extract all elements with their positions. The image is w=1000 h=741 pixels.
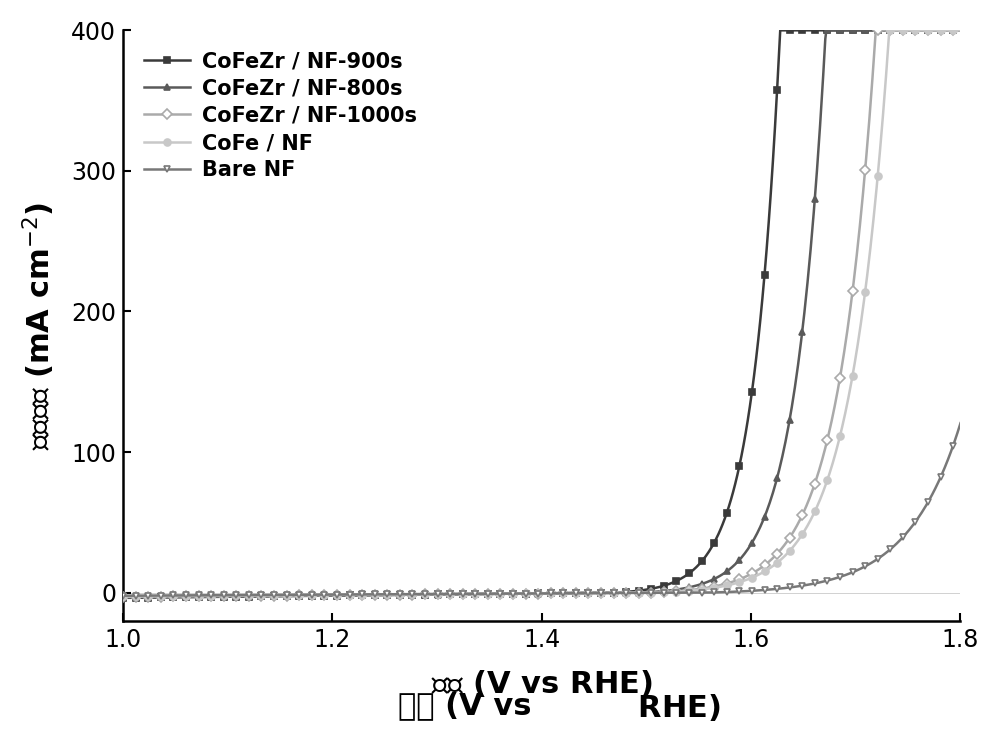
CoFeZr / NF-900s	[651, 583, 663, 592]
CoFeZr / NF-900s	[603, 588, 615, 597]
Text: $\mathbf{RHE}$): $\mathbf{RHE}$)	[542, 691, 721, 722]
CoFeZr / NF-900s	[774, 26, 786, 35]
CoFe / NF	[117, 592, 129, 601]
CoFeZr / NF-1000s	[603, 588, 615, 597]
CoFeZr / NF-900s	[625, 587, 637, 596]
CoFeZr / NF-1000s	[838, 348, 850, 356]
CoFeZr / NF-800s	[603, 588, 615, 597]
Bare NF	[752, 586, 764, 595]
CoFeZr / NF-900s	[839, 26, 851, 35]
CoFeZr / NF-800s	[169, 593, 181, 602]
Y-axis label: 电流密度 (mA cm$^{-2}$): 电流密度 (mA cm$^{-2}$)	[21, 202, 57, 450]
CoFe / NF	[625, 588, 637, 597]
CoFeZr / NF-900s	[752, 336, 764, 345]
CoFe / NF	[884, 26, 896, 35]
CoFeZr / NF-1000s	[625, 588, 637, 597]
Bare NF	[954, 419, 966, 428]
CoFe / NF	[954, 26, 966, 35]
Line: Bare NF: Bare NF	[120, 419, 964, 599]
Bare NF	[838, 571, 850, 580]
CoFeZr / NF-800s	[820, 26, 832, 35]
CoFeZr / NF-800s	[752, 527, 764, 536]
Bare NF	[117, 591, 129, 600]
Bare NF	[625, 588, 637, 597]
Line: CoFe / NF: CoFe / NF	[120, 27, 964, 599]
CoFe / NF	[169, 591, 181, 600]
CoFeZr / NF-800s	[651, 587, 663, 596]
Line: CoFeZr / NF-900s: CoFeZr / NF-900s	[120, 27, 964, 602]
X-axis label: 电位 (V vs $\mathbf{RHE}$): 电位 (V vs $\mathbf{RHE}$)	[431, 668, 653, 700]
Line: CoFeZr / NF-800s: CoFeZr / NF-800s	[120, 27, 964, 601]
CoFeZr / NF-1000s	[169, 592, 181, 601]
Line: CoFeZr / NF-1000s: CoFeZr / NF-1000s	[120, 27, 964, 600]
CoFeZr / NF-900s	[954, 26, 966, 35]
CoFeZr / NF-1000s	[871, 26, 883, 35]
CoFeZr / NF-1000s	[651, 588, 663, 597]
CoFe / NF	[752, 571, 764, 579]
Legend: CoFeZr / NF-900s, CoFeZr / NF-800s, CoFeZr / NF-1000s, CoFe / NF, Bare NF: CoFeZr / NF-900s, CoFeZr / NF-800s, CoFe…	[134, 41, 428, 190]
CoFeZr / NF-800s	[954, 26, 966, 35]
CoFeZr / NF-800s	[839, 26, 851, 35]
CoFeZr / NF-1000s	[752, 565, 764, 574]
CoFeZr / NF-800s	[625, 588, 637, 597]
Text: 电位 (V vs: 电位 (V vs	[398, 691, 542, 720]
CoFeZr / NF-900s	[169, 593, 181, 602]
Bare NF	[169, 591, 181, 600]
CoFeZr / NF-1000s	[117, 592, 129, 601]
CoFe / NF	[838, 413, 850, 422]
Bare NF	[603, 588, 615, 597]
CoFeZr / NF-900s	[117, 594, 129, 602]
CoFe / NF	[651, 588, 663, 597]
CoFeZr / NF-1000s	[954, 26, 966, 35]
Bare NF	[651, 588, 663, 597]
CoFeZr / NF-800s	[117, 593, 129, 602]
CoFe / NF	[603, 588, 615, 597]
